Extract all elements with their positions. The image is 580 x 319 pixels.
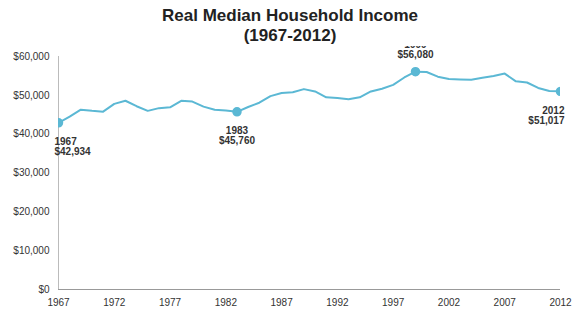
svg-text:$60,000: $60,000 xyxy=(13,51,50,62)
svg-text:1987: 1987 xyxy=(270,297,293,308)
svg-text:1992: 1992 xyxy=(326,297,349,308)
svg-text:1982: 1982 xyxy=(215,297,238,308)
svg-text:1972: 1972 xyxy=(103,297,126,308)
svg-text:2012$51,017: 2012$51,017 xyxy=(528,105,565,126)
svg-text:$20,000: $20,000 xyxy=(13,206,50,217)
svg-text:$10,000: $10,000 xyxy=(13,245,50,256)
svg-text:$0: $0 xyxy=(38,284,50,295)
svg-text:1983$45,760: 1983$45,760 xyxy=(219,125,256,146)
svg-text:2002: 2002 xyxy=(438,297,461,308)
svg-text:1967: 1967 xyxy=(47,297,70,308)
svg-text:1999$56,080: 1999$56,080 xyxy=(397,46,434,60)
svg-text:2012: 2012 xyxy=(549,297,572,308)
svg-text:$30,000: $30,000 xyxy=(13,167,50,178)
html-text:(1967-2012): (1967-2012) xyxy=(243,26,337,45)
svg-text:$50,000: $50,000 xyxy=(13,90,50,101)
svg-text:$40,000: $40,000 xyxy=(13,128,50,139)
svg-text:2007: 2007 xyxy=(494,297,517,308)
svg-text:1997: 1997 xyxy=(382,297,405,308)
svg-text:1967$42,934: 1967$42,934 xyxy=(55,136,92,157)
svg-text:1977: 1977 xyxy=(159,297,182,308)
html-text:Real Median Household Income: Real Median Household Income xyxy=(162,6,418,25)
